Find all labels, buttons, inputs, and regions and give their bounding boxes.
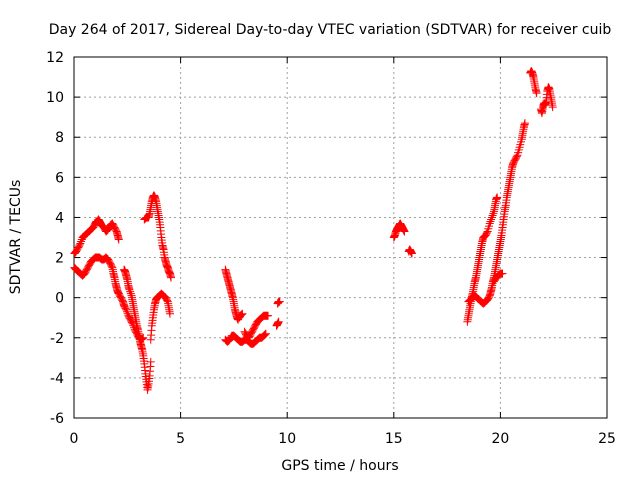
y-tick-label: 10 (46, 90, 64, 106)
data-point-marker (138, 334, 147, 343)
data-point-marker (122, 305, 131, 314)
data-point-marker (137, 335, 146, 344)
data-point-marker (165, 309, 174, 318)
data-point-marker (103, 226, 112, 235)
data-point-marker (498, 269, 507, 278)
data-point-marker (130, 323, 139, 332)
data-point-marker (126, 287, 135, 296)
data-point-marker (532, 89, 541, 98)
y-tick-label: 4 (55, 210, 64, 226)
data-point-marker (128, 319, 137, 328)
x-tick-label: 15 (385, 431, 403, 447)
data-point-marker (77, 237, 86, 246)
data-point-marker (127, 318, 136, 327)
data-point-marker (122, 307, 131, 316)
data-point-marker (487, 213, 496, 222)
data-point-marker (488, 211, 497, 220)
y-axis-label: SDTVAR / TECUs (8, 180, 24, 295)
chart-title: Day 264 of 2017, Sidereal Day-to-day VTE… (49, 22, 612, 38)
data-point-marker (259, 331, 268, 340)
data-point-marker (75, 240, 84, 249)
data-point-marker (486, 217, 495, 226)
data-point-marker (275, 297, 284, 306)
x-axis-label: GPS time / hours (281, 458, 398, 474)
data-point-marker (79, 270, 88, 279)
axis-ticks: 0 5 10 15 20 25 -6 -4 -2 0 2 4 6 8 10 12 (46, 50, 616, 447)
data-point-marker (485, 219, 494, 228)
y-tick-label: 8 (55, 130, 64, 146)
data-points (70, 67, 557, 394)
data-point-marker (76, 239, 85, 248)
y-tick-label: 0 (55, 291, 64, 307)
data-point-marker (487, 215, 496, 224)
data-point-marker (548, 103, 557, 112)
data-point-marker (103, 254, 112, 263)
data-point-marker (261, 330, 270, 339)
data-point-marker (88, 224, 97, 233)
data-point-marker (238, 309, 247, 318)
data-point-marker (493, 193, 502, 202)
data-point-marker (261, 329, 270, 338)
data-point-marker (146, 357, 155, 366)
data-point-marker (224, 336, 233, 345)
plot-frame (73, 56, 608, 419)
y-tick-label: 2 (55, 251, 64, 267)
data-point-marker (163, 296, 172, 305)
data-point-marker (274, 317, 283, 326)
data-point-marker (125, 285, 134, 294)
data-point-marker (114, 235, 123, 244)
x-tick-label: 5 (176, 431, 185, 447)
data-point-marker (129, 321, 138, 330)
data-point-marker (167, 273, 176, 282)
data-point-marker (71, 248, 80, 257)
grid-lines (74, 57, 607, 418)
data-point-marker (400, 227, 409, 236)
data-point-marker (512, 152, 521, 161)
y-tick-label: 12 (46, 50, 64, 66)
data-point-marker (126, 289, 135, 298)
x-tick-label: 0 (70, 431, 79, 447)
data-point-marker (237, 310, 246, 319)
data-point-marker (160, 292, 169, 301)
data-point-marker (482, 296, 491, 305)
y-tick-label: -6 (50, 411, 64, 427)
data-point-marker (107, 262, 116, 271)
data-point-marker (520, 119, 529, 128)
y-tick-label: -4 (50, 371, 64, 387)
data-point-marker (123, 309, 132, 318)
data-point-marker (482, 228, 491, 237)
x-tick-label: 10 (278, 431, 296, 447)
data-point-marker (237, 311, 246, 320)
data-point-marker (121, 304, 130, 313)
data-point-marker (480, 232, 489, 241)
y-tick-label: -2 (50, 331, 64, 347)
data-point-marker (260, 331, 269, 340)
data-point-marker (489, 209, 498, 218)
x-tick-label: 25 (598, 431, 616, 447)
data-point-marker (236, 311, 245, 320)
data-point-marker (139, 333, 148, 342)
x-tick-label: 20 (491, 431, 509, 447)
data-point-marker (264, 311, 273, 320)
y-tick-label: 6 (55, 170, 64, 186)
data-point-marker (137, 335, 146, 344)
data-point-marker (407, 249, 416, 258)
